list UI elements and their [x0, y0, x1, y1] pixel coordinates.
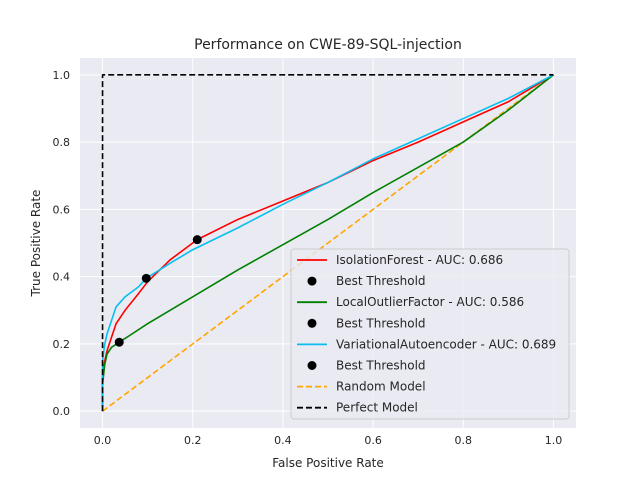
- legend-label: Random Model: [336, 380, 426, 394]
- chart-title: Performance on CWE-89-SQL-injection: [194, 37, 462, 53]
- legend-label: IsolationForest - AUC: 0.686: [336, 253, 503, 267]
- y-tick-label: 0.6: [53, 203, 71, 216]
- legend-marker-swatch: [307, 276, 317, 286]
- legend: IsolationForest - AUC: 0.686 Best Thresho…: [290, 248, 570, 420]
- legend-label: Best Threshold: [336, 316, 426, 330]
- x-tick-label: 0.4: [274, 434, 292, 447]
- legend-label: Perfect Model: [336, 401, 418, 415]
- legend-marker-swatch: [307, 361, 317, 370]
- legend-label: VariationalAutoencoder - AUC: 0.689: [336, 337, 556, 351]
- best-threshold-point: [141, 273, 151, 283]
- series-line: [101, 74, 554, 412]
- legend-label: Best Threshold: [336, 359, 426, 373]
- y-tick-label: 0.4: [53, 271, 71, 284]
- best-threshold-point: [192, 235, 202, 245]
- best-threshold-markers: [114, 235, 202, 347]
- legend-box: [290, 248, 570, 420]
- x-axis-label: False Positive Rate: [272, 456, 384, 470]
- best-threshold-point: [114, 337, 124, 347]
- legend-label: LocalOutlierFactor - AUC: 0.586: [336, 295, 524, 309]
- series-line: [101, 74, 554, 412]
- y-tick-label: 0.0: [53, 405, 71, 418]
- series-line: [101, 74, 554, 412]
- legend-items: IsolationForest - AUC: 0.686 Best Thresho…: [297, 253, 556, 415]
- series-line: [101, 74, 554, 412]
- x-tick-label: 0.8: [455, 434, 473, 447]
- legend-label: Best Threshold: [336, 274, 426, 288]
- x-tick-labels: 0.0 0.2 0.4 0.6 0.8 1.0: [94, 434, 562, 447]
- x-tick-label: 0.0: [94, 434, 112, 447]
- y-axis-label: True Positive Rate: [29, 190, 43, 298]
- series-lines: [101, 74, 554, 412]
- legend-marker-swatch: [307, 318, 317, 328]
- x-tick-label: 1.0: [545, 434, 563, 447]
- x-tick-label: 0.2: [184, 434, 202, 447]
- y-tick-label: 0.2: [53, 338, 71, 351]
- y-tick-labels: 0.0 0.2 0.4 0.6 0.8 1.0: [53, 69, 71, 418]
- x-tick-label: 0.6: [364, 434, 382, 447]
- y-tick-label: 1.0: [53, 69, 71, 82]
- y-tick-label: 0.8: [53, 136, 71, 149]
